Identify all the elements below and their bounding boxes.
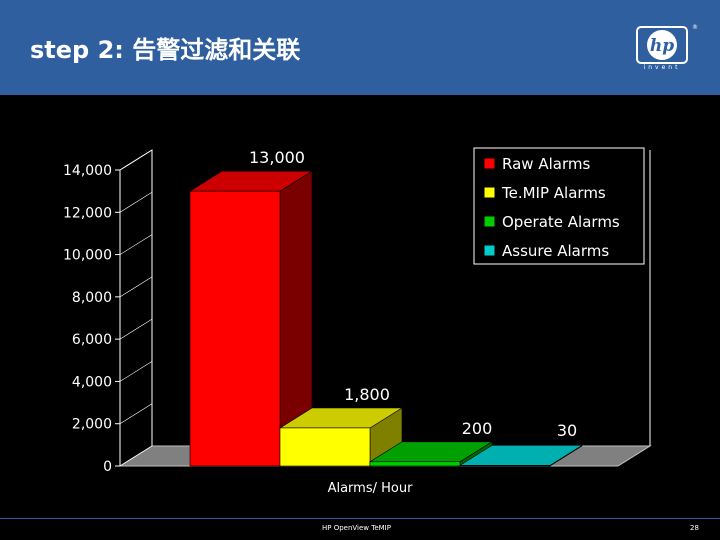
y-tick-depth xyxy=(119,276,153,298)
y-tick-depth xyxy=(119,403,153,424)
y-tick-label: 14,000 xyxy=(63,163,112,179)
legend-entry: Raw Alarms xyxy=(502,155,590,173)
logo-letters: hp xyxy=(650,36,674,56)
data-labels: 13,000 1,800 200 30 xyxy=(249,148,577,440)
y-tick-label: 8,000 xyxy=(72,290,112,306)
y-tick-label: 10,000 xyxy=(63,248,112,264)
legend-entry: Assure Alarms xyxy=(502,242,609,260)
y-tick-depth xyxy=(119,149,153,171)
y-tick-depth xyxy=(119,318,153,340)
y-tick-label: 12,000 xyxy=(63,205,112,221)
y-tick-depth xyxy=(119,234,153,255)
y-tick-label: 6,000 xyxy=(72,332,112,348)
legend-swatch xyxy=(483,244,496,257)
bar-value-label: 1,800 xyxy=(344,385,390,404)
legend-box xyxy=(473,147,645,265)
y-tick-depth xyxy=(119,445,153,467)
legend-swatch xyxy=(483,186,496,199)
hp-logo: hp xyxy=(636,26,688,64)
footer-text: HP OpenView TeMIP xyxy=(322,524,391,532)
x-axis-label: Alarms/ Hour xyxy=(328,481,414,496)
y-tick-label: 0 xyxy=(103,459,112,475)
slide-title: step 2: 告警过滤和关联 xyxy=(30,36,301,64)
slide-header xyxy=(0,0,720,95)
legend-entry: Te.MIP Alarms xyxy=(501,184,606,202)
footer-divider xyxy=(0,518,720,519)
y-tick-label: 2,000 xyxy=(72,417,112,433)
bar xyxy=(369,461,461,467)
bar-value-label: 30 xyxy=(557,421,577,440)
page-number: 28 xyxy=(690,524,699,532)
bar-value-label: 200 xyxy=(462,419,493,438)
legend-swatch xyxy=(483,157,496,170)
legend-entry: Operate Alarms xyxy=(502,213,620,231)
bar xyxy=(189,190,281,467)
y-tick-depth xyxy=(119,361,153,382)
bars xyxy=(188,170,584,467)
y-tick-label: 4,000 xyxy=(72,374,112,390)
y-tick-depth xyxy=(119,192,153,213)
back-wall-edge xyxy=(119,149,153,446)
bar xyxy=(279,427,371,467)
y-axis: 0 2,000 4,000 6,000 8,000 10,000 12,000 14,000 xyxy=(63,149,153,475)
bar xyxy=(459,465,551,467)
logo-invent-text: invent xyxy=(643,64,681,71)
registered-mark: ® xyxy=(692,24,698,31)
bar-value-label: 13,000 xyxy=(249,148,305,167)
legend-swatch xyxy=(483,215,496,228)
legend: Raw Alarms Te.MIP Alarms Operate Alarms Ass… xyxy=(473,147,645,265)
